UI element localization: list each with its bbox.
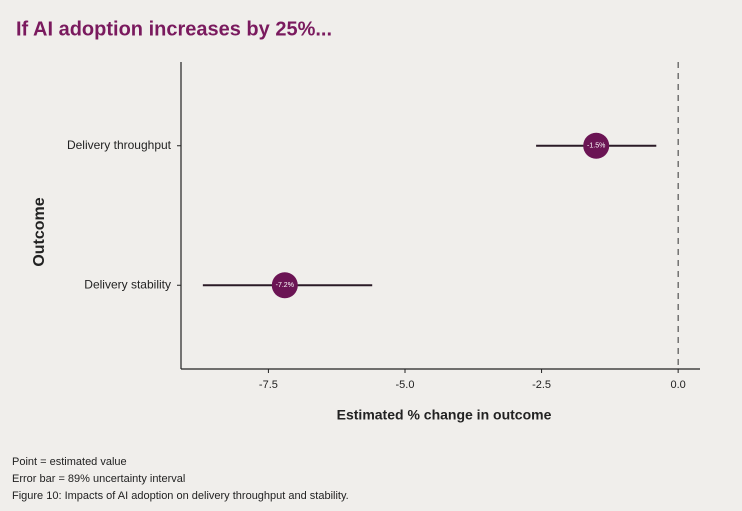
note: Point = estimated value [12, 456, 127, 468]
note: Error bar = 89% uncertainty interval [12, 473, 185, 485]
x-axis-label: Estimated % change in outcome [337, 407, 552, 423]
point [271, 272, 298, 299]
chart-title: If AI adoption increases by 25%... [16, 18, 332, 40]
x-tick-label: -2.5 [532, 379, 551, 391]
y-tick-label: Delivery throughput [67, 138, 172, 152]
value-label: -1.5% [587, 143, 605, 150]
y-axis-label: Outcome [31, 197, 48, 266]
point [583, 132, 610, 159]
x-tick-label: 0.0 [670, 379, 685, 391]
x-tick-label: -5.0 [396, 379, 415, 391]
note: Figure 10: Impacts of AI adoption on del… [12, 490, 349, 502]
y-tick-label: Delivery stability [84, 277, 171, 291]
value-label: -7.2% [276, 282, 294, 289]
x-tick-label: -7.5 [259, 379, 278, 391]
